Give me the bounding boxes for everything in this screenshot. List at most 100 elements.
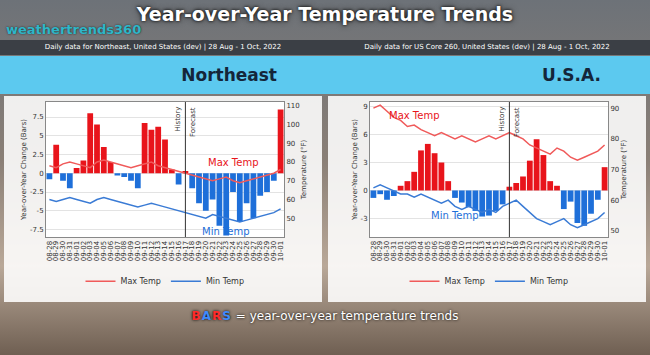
svg-text:10-01: 10-01 [601, 241, 609, 261]
svg-text:09-20: 09-20 [202, 241, 210, 261]
svg-text:Max Temp: Max Temp [121, 277, 161, 286]
svg-text:09-28: 09-28 [580, 241, 588, 261]
svg-text:Temperature (°F): Temperature (°F) [620, 139, 628, 200]
svg-text:09-05: 09-05 [424, 241, 432, 261]
svg-text:09-25: 09-25 [560, 241, 568, 261]
svg-text:09-01: 09-01 [397, 241, 405, 261]
svg-text:60: 60 [286, 196, 295, 204]
svg-text:09-23: 09-23 [546, 241, 554, 261]
svg-text:09-06: 09-06 [107, 240, 115, 261]
svg-text:-3: -3 [361, 215, 368, 223]
svg-text:3: 3 [363, 159, 367, 167]
svg-text:08-28: 08-28 [370, 241, 378, 261]
svg-text:09-12: 09-12 [472, 241, 480, 261]
svg-text:9: 9 [363, 103, 367, 111]
svg-text:09-18: 09-18 [512, 241, 520, 261]
svg-text:09-23: 09-23 [222, 241, 230, 261]
svg-text:09-01: 09-01 [73, 241, 81, 261]
svg-text:7.5: 7.5 [32, 113, 43, 121]
svg-text:Min Temp: Min Temp [530, 277, 568, 286]
svg-text:09-15: 09-15 [492, 241, 500, 261]
svg-text:Forecast: Forecast [513, 107, 521, 137]
svg-text:09-17: 09-17 [506, 241, 514, 261]
svg-text:09-05: 09-05 [100, 241, 108, 261]
svg-text:90: 90 [610, 105, 619, 113]
svg-text:-7.5: -7.5 [30, 226, 44, 234]
svg-text:09-27: 09-27 [250, 241, 258, 261]
svg-text:Forecast: Forecast [189, 107, 197, 137]
svg-text:09-26: 09-26 [243, 240, 251, 261]
svg-text:Min Temp: Min Temp [431, 210, 479, 221]
svg-text:09-04: 09-04 [93, 240, 101, 261]
svg-text:09-29: 09-29 [587, 241, 595, 261]
svg-text:09-02: 09-02 [404, 241, 412, 261]
svg-text:09-09: 09-09 [451, 241, 459, 261]
svg-text:110: 110 [286, 102, 299, 110]
svg-text:08-30: 08-30 [383, 241, 391, 261]
svg-text:09-10: 09-10 [134, 241, 142, 261]
svg-text:-2.5: -2.5 [30, 188, 44, 196]
svg-text:09-11: 09-11 [141, 241, 149, 261]
svg-text:09-02: 09-02 [80, 241, 88, 261]
svg-text:09-03: 09-03 [86, 241, 94, 261]
svg-text:80: 80 [286, 158, 295, 166]
svg-text:09-14: 09-14 [485, 240, 493, 261]
svg-text:80: 80 [610, 135, 619, 143]
svg-text:Max Temp: Max Temp [445, 277, 485, 286]
svg-text:08-28: 08-28 [46, 241, 54, 261]
svg-text:Max Temp: Max Temp [389, 110, 440, 121]
svg-text:0: 0 [39, 170, 43, 178]
svg-text:70: 70 [610, 166, 619, 174]
svg-text:09-24: 09-24 [229, 240, 237, 261]
svg-text:09-16: 09-16 [499, 240, 507, 261]
svg-text:09-15: 09-15 [168, 241, 176, 261]
svg-text:09-09: 09-09 [127, 241, 135, 261]
svg-text:Min Temp: Min Temp [202, 226, 250, 237]
svg-text:09-07: 09-07 [114, 241, 122, 261]
svg-text:History: History [174, 107, 182, 132]
svg-text:-5: -5 [37, 207, 44, 215]
svg-text:08-31: 08-31 [390, 241, 398, 261]
svg-text:Temperature (°F): Temperature (°F) [300, 139, 308, 200]
svg-text:09-30: 09-30 [594, 241, 602, 261]
svg-text:09-08: 09-08 [444, 241, 452, 261]
svg-text:09-20: 09-20 [526, 241, 534, 261]
svg-text:09-18: 09-18 [188, 241, 196, 261]
svg-text:09-08: 09-08 [120, 241, 128, 261]
svg-text:09-12: 09-12 [148, 241, 156, 261]
svg-text:09-13: 09-13 [478, 241, 486, 261]
svg-text:50: 50 [610, 227, 619, 235]
svg-text:09-22: 09-22 [540, 241, 548, 261]
svg-text:09-04: 09-04 [417, 240, 425, 261]
svg-text:70: 70 [286, 177, 295, 185]
svg-text:100: 100 [286, 121, 299, 129]
svg-text:09-13: 09-13 [154, 241, 162, 261]
svg-text:08-29: 08-29 [376, 241, 384, 261]
svg-text:08-31: 08-31 [66, 241, 74, 261]
svg-text:90: 90 [286, 140, 295, 148]
svg-text:Max Temp: Max Temp [208, 157, 259, 168]
svg-text:0: 0 [363, 187, 367, 195]
svg-text:50: 50 [286, 215, 295, 223]
svg-text:Year-over-Year Change (Bars): Year-over-Year Change (Bars) [20, 119, 28, 221]
svg-text:09-25: 09-25 [236, 241, 244, 261]
svg-text:09-21: 09-21 [209, 241, 217, 261]
svg-text:09-21: 09-21 [533, 241, 541, 261]
svg-text:09-28: 09-28 [256, 241, 264, 261]
svg-text:09-29: 09-29 [263, 241, 271, 261]
svg-text:09-10: 09-10 [458, 241, 466, 261]
svg-text:09-24: 09-24 [553, 240, 561, 261]
svg-text:5: 5 [39, 132, 43, 140]
svg-text:09-17: 09-17 [182, 241, 190, 261]
svg-text:09-19: 09-19 [195, 241, 203, 261]
svg-text:09-19: 09-19 [519, 241, 527, 261]
svg-text:History: History [498, 107, 506, 132]
svg-text:10-01: 10-01 [277, 241, 285, 261]
svg-text:08-29: 08-29 [52, 241, 60, 261]
svg-text:09-06: 09-06 [431, 240, 439, 261]
svg-text:09-11: 09-11 [465, 241, 473, 261]
svg-text:09-22: 09-22 [216, 241, 224, 261]
svg-text:60: 60 [610, 197, 619, 205]
svg-text:08-30: 08-30 [59, 241, 67, 261]
svg-text:09-27: 09-27 [574, 241, 582, 261]
